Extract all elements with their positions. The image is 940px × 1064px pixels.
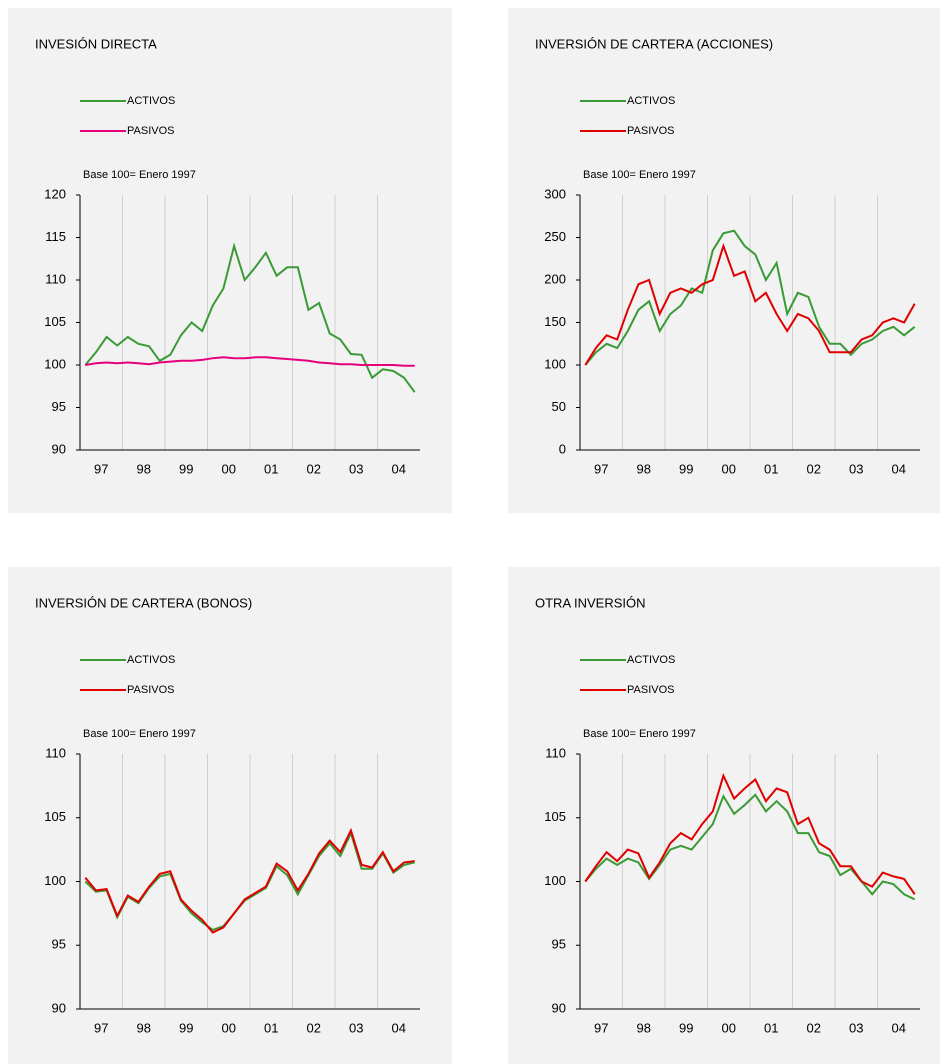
x-tick-label: 01	[264, 1020, 278, 1035]
x-tick-label: 00	[722, 461, 736, 476]
x-tick-label: 98	[137, 461, 151, 476]
data-line	[584, 242, 916, 366]
data-line	[84, 827, 415, 934]
y-tick-label: 0	[559, 441, 566, 456]
x-tick-label: 03	[849, 1020, 863, 1035]
chart-panel: INVESIÓN DIRECTA ACTIVOS PASIVOS Base 100= …	[8, 8, 452, 513]
x-tick-label: 01	[764, 461, 778, 476]
legend-label: ACTIVOS	[627, 95, 675, 107]
chart-title: INVESIÓN DIRECTA	[35, 36, 157, 51]
data-line	[584, 772, 916, 895]
chart-panel: OTRA INVERSIÓN ACTIVOS PASIVOS Base 100= En…	[508, 567, 940, 1064]
y-tick-label: 100	[44, 356, 66, 371]
x-tick-label: 02	[307, 1020, 321, 1035]
legend-label: ACTIVOS	[127, 95, 175, 107]
x-tick-label: 99	[179, 461, 193, 476]
x-tick-label: 01	[764, 1020, 778, 1035]
x-tick-label: 02	[807, 461, 821, 476]
y-tick-label: 90	[552, 1000, 566, 1015]
x-tick-label: 02	[307, 461, 321, 476]
x-tick-label: 01	[264, 461, 278, 476]
x-tick-label: 02	[807, 1020, 821, 1035]
x-tick-label: 98	[137, 1020, 151, 1035]
y-tick-label: 50	[552, 399, 566, 414]
y-tick-label: 110	[45, 271, 66, 286]
y-tick-label: 105	[44, 809, 66, 824]
x-tick-label: 98	[637, 1020, 651, 1035]
y-tick-label: 105	[44, 314, 66, 329]
x-tick-label: 97	[594, 1020, 608, 1035]
legend-label: PASIVOS	[127, 684, 174, 696]
x-tick-label: 04	[392, 1020, 406, 1035]
chart-note: Base 100= Enero 1997	[583, 169, 696, 181]
x-tick-label: 97	[94, 1020, 108, 1035]
x-tick-label: 00	[222, 461, 236, 476]
x-tick-label: 00	[222, 1020, 236, 1035]
chart-title: INVERSIÓN DE CARTERA (BONOS)	[35, 595, 252, 610]
chart-title: INVERSIÓN DE CARTERA (ACCIONES)	[535, 36, 773, 51]
x-tick-label: 99	[179, 1020, 193, 1035]
legend-label: ACTIVOS	[627, 654, 675, 666]
y-tick-label: 300	[544, 186, 566, 201]
y-tick-label: 120	[44, 186, 66, 201]
x-tick-label: 03	[849, 461, 863, 476]
x-tick-label: 99	[679, 461, 693, 476]
y-tick-label: 100	[544, 873, 566, 888]
y-tick-label: 200	[544, 271, 566, 286]
x-tick-label: 00	[722, 1020, 736, 1035]
data-line	[84, 242, 416, 393]
y-tick-label: 105	[544, 809, 566, 824]
y-tick-label: 250	[544, 229, 566, 244]
y-tick-label: 90	[52, 1000, 66, 1015]
y-tick-label: 90	[52, 441, 66, 456]
chart-note: Base 100= Enero 1997	[83, 169, 196, 181]
y-tick-label: 150	[544, 314, 566, 329]
x-tick-label: 03	[349, 461, 363, 476]
x-tick-label: 97	[594, 461, 608, 476]
legend-label: PASIVOS	[127, 125, 174, 137]
y-tick-label: 100	[44, 873, 66, 888]
y-tick-label: 95	[552, 937, 566, 952]
y-tick-label: 115	[45, 229, 66, 244]
y-tick-label: 110	[45, 745, 66, 760]
x-tick-label: 03	[349, 1020, 363, 1035]
x-tick-label: 04	[892, 461, 906, 476]
chart-title: OTRA INVERSIÓN	[535, 595, 646, 610]
chart-note: Base 100= Enero 1997	[583, 728, 696, 740]
x-tick-label: 04	[392, 461, 406, 476]
data-line	[584, 229, 916, 366]
chart-panel: INVERSIÓN DE CARTERA (BONOS) ACTIVOS PASIV…	[8, 567, 452, 1064]
y-tick-label: 110	[545, 745, 566, 760]
y-tick-label: 95	[52, 937, 66, 952]
y-tick-label: 100	[544, 356, 566, 371]
x-tick-label: 04	[892, 1020, 906, 1035]
legend-label: ACTIVOS	[127, 654, 175, 666]
x-tick-label: 97	[94, 461, 108, 476]
data-line	[85, 356, 415, 367]
legend-label: PASIVOS	[627, 125, 674, 137]
x-tick-label: 98	[637, 461, 651, 476]
y-tick-label: 95	[52, 399, 66, 414]
x-tick-label: 99	[679, 1020, 693, 1035]
legend-label: PASIVOS	[627, 684, 674, 696]
chart-note: Base 100= Enero 1997	[83, 728, 196, 740]
chart-panel: INVERSIÓN DE CARTERA (ACCIONES) ACTIVOS PA…	[508, 8, 940, 513]
